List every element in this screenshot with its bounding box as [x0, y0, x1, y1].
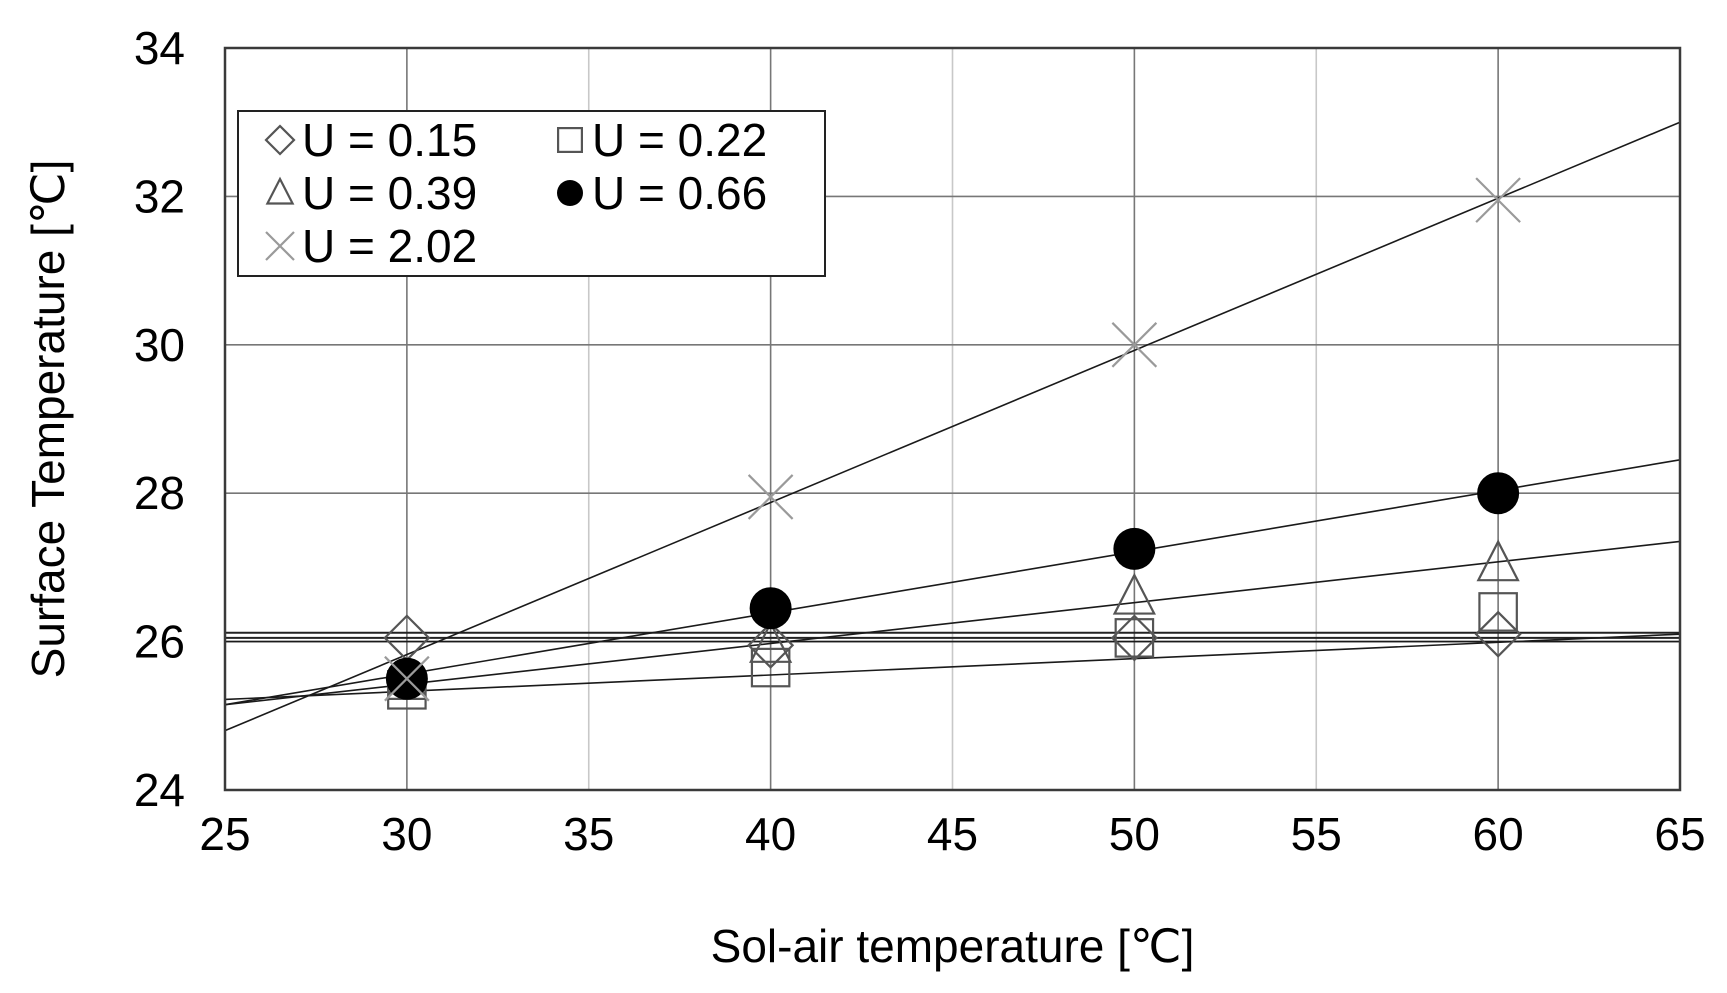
legend-marker	[557, 180, 583, 206]
data-point	[747, 474, 794, 520]
data-point	[750, 647, 791, 688]
square-shape	[1478, 592, 1518, 632]
triangle-shape	[265, 176, 295, 205]
data-point	[1475, 177, 1521, 223]
legend-marker	[265, 231, 295, 261]
x-tick-label: 60	[1473, 808, 1524, 860]
trend-line	[224, 633, 1681, 701]
trend-lines	[224, 121, 1681, 732]
data-point	[1113, 527, 1156, 570]
circle-shape	[1477, 472, 1520, 515]
legend-label: U = 0.15	[302, 114, 477, 166]
x-tick-label: 25	[199, 808, 250, 860]
data-point	[747, 621, 795, 669]
y-axis-ticks: 24 26 28 30 32 34	[134, 22, 185, 816]
data-point	[1112, 572, 1156, 615]
data-point	[749, 620, 793, 663]
circle-shape	[557, 180, 583, 206]
diamond-shape	[1474, 610, 1522, 658]
data-point	[1474, 610, 1522, 658]
data-point	[1110, 614, 1158, 662]
plot-frame	[223, 46, 1682, 792]
data-point	[1478, 592, 1518, 632]
cross-stroke	[1475, 177, 1521, 223]
x-axis-ticks: 25 30 35 40 45 50 55 60 65	[199, 808, 1705, 860]
data-markers	[383, 177, 1522, 710]
data-point	[749, 587, 792, 630]
cross-stroke	[384, 655, 430, 702]
circle-shape	[1113, 527, 1156, 570]
x-tick-label: 65	[1654, 808, 1705, 860]
y-tick-label: 26	[134, 616, 185, 668]
legend-label: U = 0.39	[302, 167, 477, 219]
x-tick-label: 50	[1109, 808, 1160, 860]
data-point	[1114, 618, 1155, 658]
y-tick-label: 28	[134, 467, 185, 519]
circle-shape	[749, 587, 792, 630]
cross-stroke	[265, 231, 295, 261]
legend-box	[237, 110, 826, 277]
y-tick-label: 34	[134, 22, 185, 74]
square-shape	[556, 127, 583, 154]
data-point	[1476, 539, 1520, 582]
diamond-shape	[747, 621, 795, 669]
data-point	[384, 655, 430, 702]
diamond-shape	[264, 124, 296, 156]
x-axis-label: Sol-air temperature [℃]	[711, 920, 1195, 972]
x-tick-label: 35	[563, 808, 614, 860]
cross-stroke	[747, 474, 794, 520]
x-tick-label: 30	[381, 808, 432, 860]
legend: U = 0.15 U = 0.22 U = 0.39 U = 0.66 U = 2.02	[237, 110, 826, 277]
legend-marker	[556, 127, 583, 154]
square-shape	[750, 647, 791, 688]
x-tick-label: 40	[745, 808, 796, 860]
y-tick-label: 32	[134, 170, 185, 222]
legend-marker	[264, 124, 296, 156]
triangle-shape	[1476, 539, 1520, 582]
legend-marker	[265, 176, 295, 205]
triangle-shape	[1112, 572, 1156, 615]
trend-line	[224, 459, 1681, 706]
y-tick-label: 30	[134, 319, 185, 371]
data-point	[1111, 322, 1158, 368]
x-tick-label: 45	[927, 808, 978, 860]
diamond-shape	[1110, 614, 1158, 662]
x-tick-label: 55	[1291, 808, 1342, 860]
reference-lines	[225, 631, 1680, 639]
legend-label: U = 0.22	[592, 114, 767, 166]
y-tick-label: 24	[134, 764, 185, 816]
y-axis-label: Surface Temperature [℃]	[22, 160, 74, 679]
trend-line	[224, 540, 1681, 706]
legend-label: U = 2.02	[302, 220, 477, 272]
square-shape	[1114, 618, 1155, 658]
cross-stroke	[1111, 322, 1158, 368]
trend-line	[224, 121, 1681, 732]
legend-label: U = 0.66	[592, 167, 767, 219]
triangle-shape	[749, 620, 793, 663]
data-point	[1477, 472, 1520, 515]
